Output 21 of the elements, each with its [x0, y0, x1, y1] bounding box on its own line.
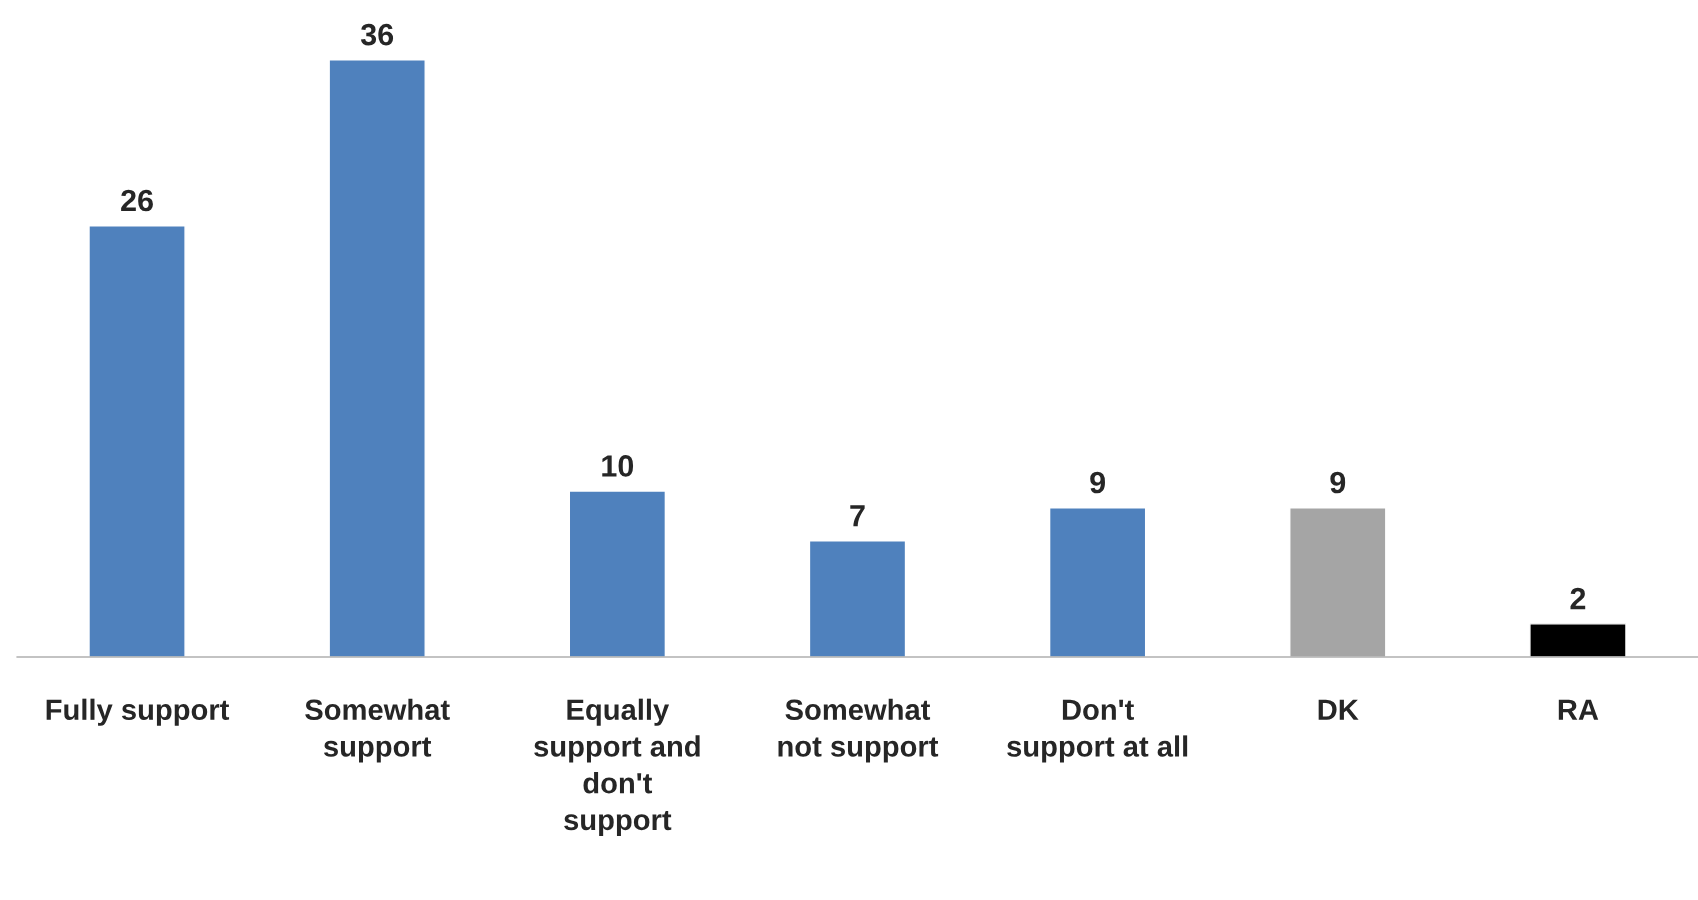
data-label: 9 — [1330, 471, 1346, 494]
data-label: 9 — [1090, 471, 1105, 494]
bar — [1289, 507, 1387, 657]
data-label: 2 — [1570, 587, 1586, 610]
x-tick-label: Don't support at all — [1007, 699, 1188, 763]
x-tick-label: Fully support — [46, 698, 230, 726]
bar — [568, 490, 667, 657]
bar — [1048, 507, 1147, 657]
x-tick-label: Somewhat support — [305, 698, 450, 763]
x-tick-label: Somewhat not support — [778, 698, 939, 763]
x-tick-label: Equally support and don't support — [534, 698, 700, 836]
x-tick-label: DK — [1318, 699, 1359, 720]
data-label: 26 — [121, 189, 153, 212]
x-tick-label: RA — [1558, 699, 1599, 720]
bar — [1529, 623, 1627, 657]
bar — [808, 540, 907, 657]
bar — [88, 224, 186, 657]
data-label: 7 — [850, 505, 865, 527]
data-label: 10 — [602, 455, 634, 477]
data-label: 36 — [360, 23, 394, 46]
bar — [328, 59, 426, 657]
